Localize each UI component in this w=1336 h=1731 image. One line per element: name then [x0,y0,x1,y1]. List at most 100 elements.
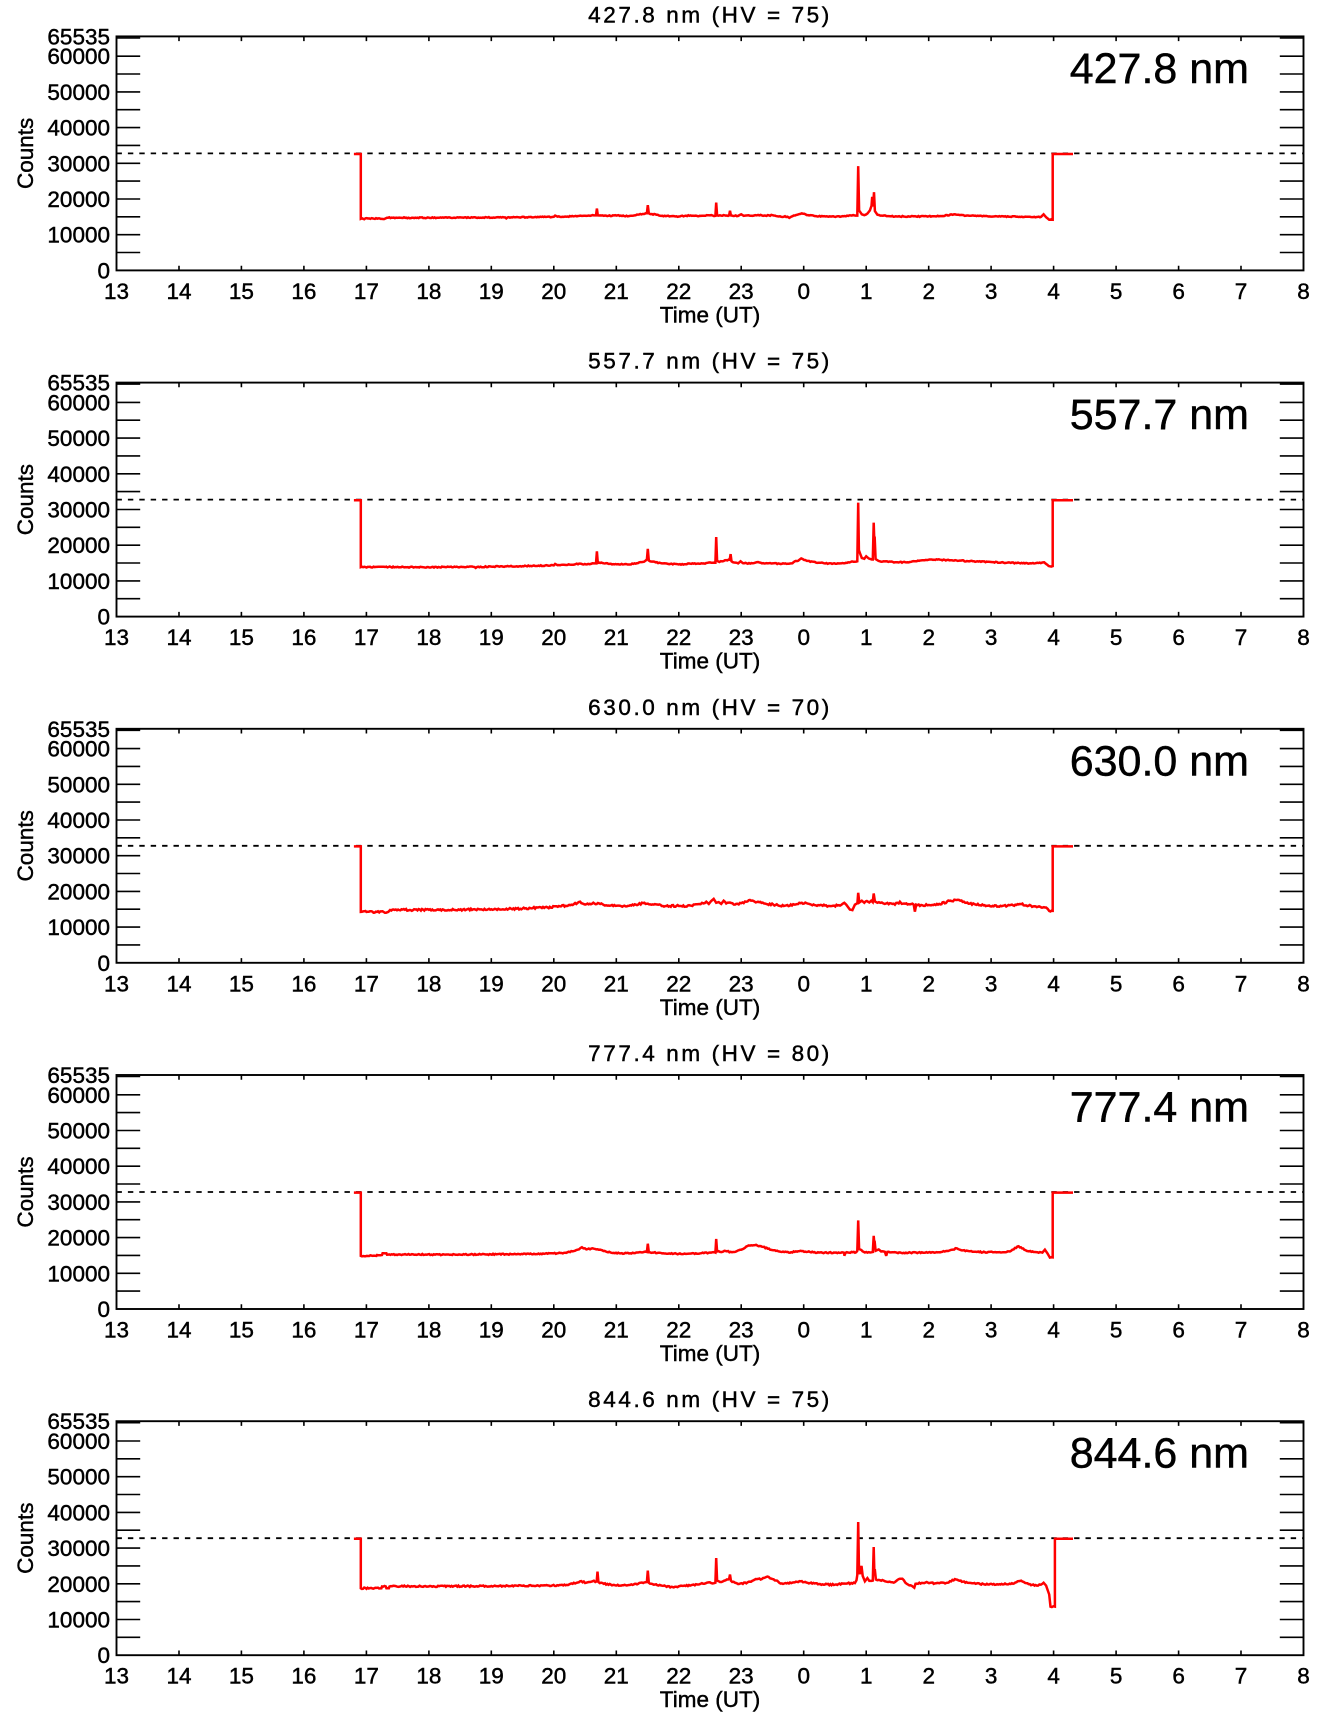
svg-text:50000: 50000 [47,426,110,451]
svg-text:427.8 nm (HV = 75): 427.8 nm (HV = 75) [588,2,832,27]
svg-text:13: 13 [104,625,129,650]
svg-text:1: 1 [860,1318,873,1343]
svg-text:19: 19 [479,279,504,304]
svg-text:844.6 nm (HV = 75): 844.6 nm (HV = 75) [588,1387,832,1412]
svg-text:14: 14 [166,279,191,304]
svg-text:60000: 60000 [47,390,110,415]
svg-text:19: 19 [479,1318,504,1343]
svg-text:10000: 10000 [47,569,110,594]
svg-text:3: 3 [985,971,998,996]
svg-text:7: 7 [1235,971,1248,996]
svg-text:21: 21 [604,971,629,996]
svg-text:16: 16 [291,279,316,304]
svg-text:30000: 30000 [47,151,110,176]
svg-text:17: 17 [354,971,379,996]
svg-text:40000: 40000 [47,808,110,833]
svg-text:14: 14 [166,625,191,650]
svg-text:3: 3 [985,1318,998,1343]
svg-text:65535: 65535 [47,1063,110,1088]
svg-text:6: 6 [1172,971,1185,996]
svg-text:20000: 20000 [47,1572,110,1597]
svg-text:23: 23 [729,279,754,304]
svg-text:5: 5 [1110,971,1123,996]
svg-text:20: 20 [541,279,566,304]
svg-text:15: 15 [229,971,254,996]
svg-text:10000: 10000 [47,1261,110,1286]
svg-text:13: 13 [104,971,129,996]
svg-text:20000: 20000 [47,879,110,904]
svg-text:8: 8 [1297,1318,1310,1343]
svg-text:6: 6 [1172,1318,1185,1343]
svg-text:60000: 60000 [47,1429,110,1454]
svg-text:20: 20 [541,1664,566,1689]
svg-text:0: 0 [97,1643,110,1668]
svg-text:5: 5 [1110,625,1123,650]
svg-text:2: 2 [922,625,935,650]
svg-text:23: 23 [729,1318,754,1343]
svg-text:13: 13 [104,1664,129,1689]
svg-text:6: 6 [1172,625,1185,650]
svg-text:21: 21 [604,1664,629,1689]
svg-text:15: 15 [229,625,254,650]
svg-text:30000: 30000 [47,498,110,523]
svg-text:7: 7 [1235,625,1248,650]
svg-text:40000: 40000 [47,1154,110,1179]
svg-text:22: 22 [666,625,691,650]
svg-text:20000: 20000 [47,187,110,212]
svg-text:17: 17 [354,1318,379,1343]
svg-text:60000: 60000 [47,44,110,69]
svg-text:22: 22 [666,279,691,304]
svg-text:60000: 60000 [47,1083,110,1108]
svg-text:777.4 nm: 777.4 nm [1070,1084,1249,1132]
svg-text:22: 22 [666,971,691,996]
svg-text:50000: 50000 [47,772,110,797]
svg-text:19: 19 [479,625,504,650]
svg-text:8: 8 [1297,279,1310,304]
svg-text:21: 21 [604,1318,629,1343]
svg-text:22: 22 [666,1318,691,1343]
svg-text:0: 0 [797,1318,810,1343]
svg-text:Time (UT): Time (UT) [660,302,760,327]
svg-text:18: 18 [416,1664,441,1689]
svg-text:3: 3 [985,279,998,304]
svg-text:Counts: Counts [13,118,38,189]
svg-text:6: 6 [1172,1664,1185,1689]
svg-text:Time (UT): Time (UT) [660,1341,760,1366]
svg-text:777.4 nm (HV = 80): 777.4 nm (HV = 80) [588,1041,832,1066]
svg-text:427.8 nm: 427.8 nm [1070,45,1249,93]
svg-text:4: 4 [1047,971,1060,996]
svg-text:0: 0 [97,605,110,630]
svg-text:1: 1 [860,1664,873,1689]
svg-text:557.7 nm: 557.7 nm [1070,391,1249,439]
svg-text:18: 18 [416,279,441,304]
svg-text:20: 20 [541,625,566,650]
svg-text:60000: 60000 [47,737,110,762]
svg-text:0: 0 [797,971,810,996]
svg-text:557.7 nm (HV = 75): 557.7 nm (HV = 75) [588,349,832,374]
svg-text:8: 8 [1297,625,1310,650]
svg-text:7: 7 [1235,1664,1248,1689]
svg-text:1: 1 [860,625,873,650]
svg-text:65535: 65535 [47,1409,110,1434]
svg-text:4: 4 [1047,279,1060,304]
svg-text:13: 13 [104,1318,129,1343]
svg-text:20: 20 [541,1318,566,1343]
svg-text:2: 2 [922,279,935,304]
svg-text:18: 18 [416,1318,441,1343]
svg-text:15: 15 [229,1318,254,1343]
svg-text:7: 7 [1235,1318,1248,1343]
svg-text:14: 14 [166,1664,191,1689]
svg-text:3: 3 [985,625,998,650]
svg-text:65535: 65535 [47,371,110,396]
svg-text:15: 15 [229,279,254,304]
svg-text:18: 18 [416,625,441,650]
svg-text:1: 1 [860,971,873,996]
svg-text:Counts: Counts [13,464,38,535]
svg-text:2: 2 [922,1664,935,1689]
svg-text:14: 14 [166,971,191,996]
svg-text:Counts: Counts [13,1156,38,1227]
svg-text:5: 5 [1110,1318,1123,1343]
svg-text:13: 13 [104,279,129,304]
svg-text:40000: 40000 [47,116,110,141]
svg-text:23: 23 [729,971,754,996]
